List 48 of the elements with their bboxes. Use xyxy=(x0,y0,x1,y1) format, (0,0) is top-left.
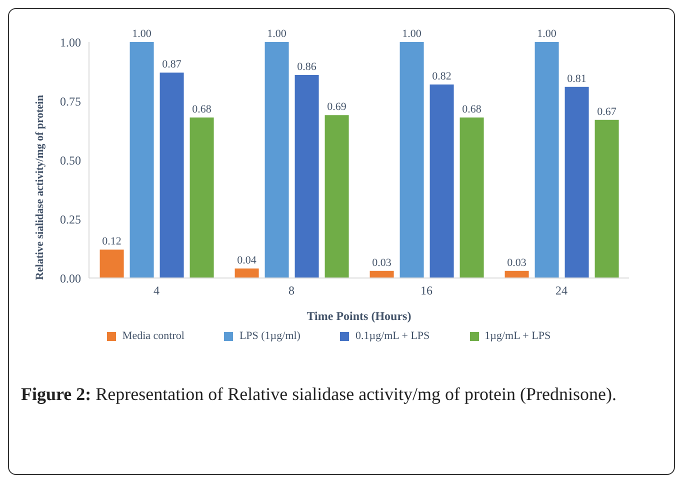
data-label: 0.67 xyxy=(597,106,617,118)
data-label: 0.68 xyxy=(462,104,482,116)
y-tick-label: 1.00 xyxy=(60,35,81,50)
data-label: 0.82 xyxy=(432,70,452,82)
data-label: 0.81 xyxy=(567,72,586,85)
bar xyxy=(190,118,214,278)
bar xyxy=(594,120,619,278)
bar xyxy=(130,42,154,278)
legend-label: Media control xyxy=(122,330,184,342)
data-label: 1.00 xyxy=(132,28,152,40)
data-label: 0.87 xyxy=(162,58,182,71)
bar xyxy=(234,268,259,278)
data-label: 0.04 xyxy=(237,254,257,267)
y-axis-title: Relative sialidase activity/mg of protein xyxy=(34,95,46,280)
data-label: 0.69 xyxy=(327,101,347,114)
bar xyxy=(324,115,349,278)
x-axis-title: Time Points (Hours) xyxy=(306,309,412,323)
legend-label: LPS (1µg/ml) xyxy=(239,330,300,342)
bar xyxy=(264,42,289,278)
bar xyxy=(370,270,394,278)
bar xyxy=(460,118,484,278)
data-label: 0.12 xyxy=(102,236,122,248)
data-label: 0.68 xyxy=(192,104,212,116)
y-tick-label: 0.50 xyxy=(60,153,81,168)
bar xyxy=(100,250,124,278)
bar xyxy=(504,270,529,278)
caption: Figure 2: Representation of Relative sialidase activity/mg of protein (Prednisone). xyxy=(21,384,617,404)
y-tick-label: 0.75 xyxy=(60,94,81,108)
data-label: 0.86 xyxy=(297,61,317,74)
y-tick-label: 0.25 xyxy=(60,212,81,226)
bar xyxy=(160,72,184,278)
data-label: 0.03 xyxy=(507,256,527,269)
data-label: 0.03 xyxy=(372,256,392,269)
data-label: 1.00 xyxy=(402,28,422,40)
legend-label: 0.1µg/mL + LPS xyxy=(355,330,430,342)
bar xyxy=(294,75,319,278)
bar xyxy=(564,86,589,278)
x-tick-label: 24 xyxy=(556,284,568,298)
bar xyxy=(534,42,559,278)
x-tick-label: 8 xyxy=(288,284,294,298)
legend-label: 1µg/mL + LPS xyxy=(484,330,551,342)
data-label: 1.00 xyxy=(537,28,557,40)
x-tick-label: 16 xyxy=(420,284,432,298)
data-label: 1.00 xyxy=(267,28,287,40)
bar xyxy=(430,84,454,278)
bar xyxy=(400,42,424,278)
x-tick-label: 4 xyxy=(154,284,160,298)
y-tick-label: 0.00 xyxy=(60,271,81,286)
